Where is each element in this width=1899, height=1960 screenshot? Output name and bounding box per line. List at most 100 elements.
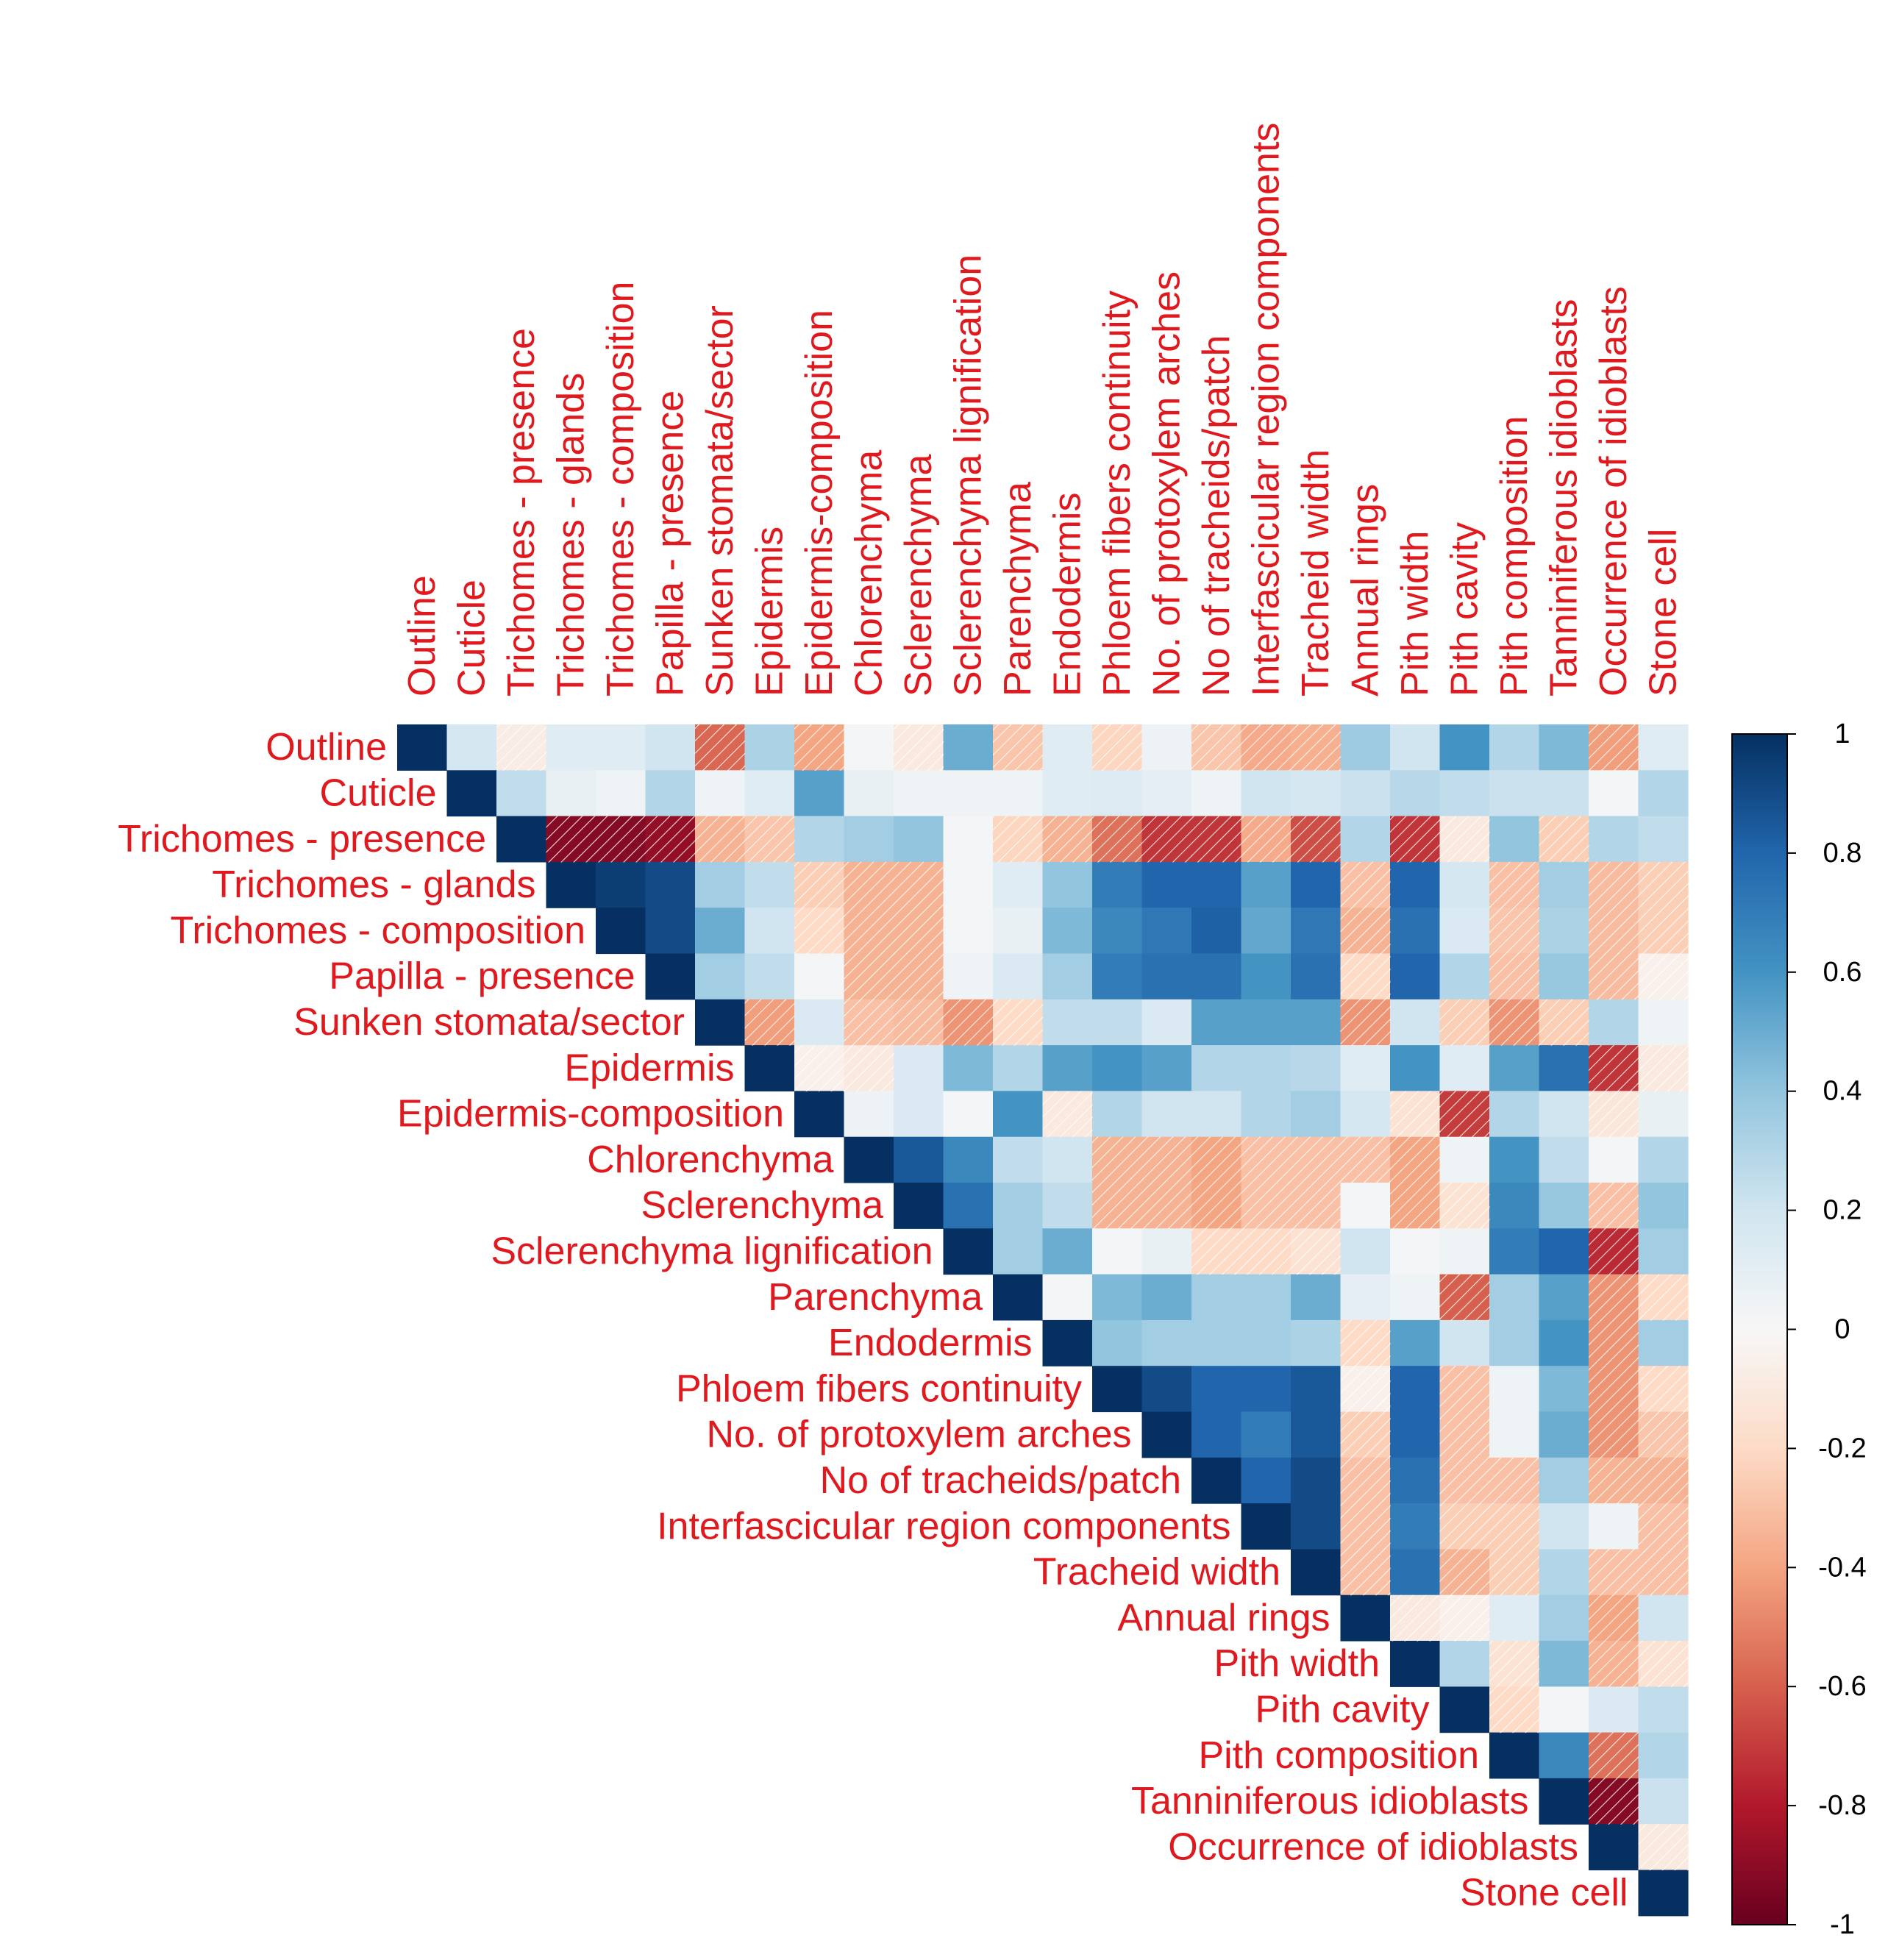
negative-hatch bbox=[1489, 999, 1540, 1046]
negative-hatch bbox=[1489, 861, 1540, 908]
heatmap-cell bbox=[1191, 1091, 1242, 1138]
negative-hatch bbox=[1042, 1091, 1093, 1138]
negative-hatch bbox=[1390, 816, 1441, 863]
heatmap-cell bbox=[1141, 1411, 1192, 1458]
negative-hatch bbox=[1589, 1732, 1639, 1779]
column-label: Pith cavity bbox=[1443, 522, 1486, 696]
row-label: Parenchyma bbox=[768, 1276, 983, 1319]
heatmap-cell bbox=[1489, 1045, 1540, 1091]
heatmap-cell bbox=[1439, 1136, 1490, 1183]
heatmap-cell bbox=[1340, 1091, 1391, 1138]
heatmap-cell bbox=[894, 1045, 944, 1091]
heatmap-cell bbox=[894, 1183, 944, 1229]
column-label: Epidermis bbox=[748, 527, 791, 696]
heatmap-cell bbox=[943, 1228, 994, 1275]
negative-hatch bbox=[1589, 1594, 1639, 1642]
row-label: Pith cavity bbox=[1255, 1688, 1430, 1731]
negative-hatch bbox=[1439, 1411, 1490, 1458]
heatmap-cell bbox=[1042, 953, 1093, 1000]
negative-hatch bbox=[1291, 724, 1342, 771]
heatmap-cell bbox=[1092, 953, 1143, 1000]
negative-hatch bbox=[1291, 1183, 1342, 1229]
heatmap-cell bbox=[1390, 861, 1441, 908]
negative-hatch bbox=[1638, 1045, 1689, 1091]
negative-hatch bbox=[993, 816, 1044, 863]
heatmap-cell bbox=[1191, 1274, 1242, 1321]
negative-hatch bbox=[1141, 1136, 1192, 1183]
colorbar-tick-label: -0.6 bbox=[1818, 1671, 1866, 1702]
heatmap-cell bbox=[1489, 1136, 1540, 1183]
heatmap-cell bbox=[1092, 1366, 1143, 1413]
negative-hatch bbox=[1390, 1594, 1441, 1642]
heatmap-cell bbox=[794, 953, 845, 1000]
column-label: Occurrence of idioblasts bbox=[1592, 286, 1635, 696]
colorbar-tick-label: -0.8 bbox=[1818, 1790, 1866, 1821]
negative-hatch bbox=[1589, 953, 1639, 1000]
heatmap-cell bbox=[1589, 1136, 1639, 1183]
heatmap-cell bbox=[1439, 953, 1490, 1000]
heatmap-cell bbox=[1489, 1228, 1540, 1275]
heatmap-cell bbox=[596, 724, 646, 771]
negative-hatch bbox=[1589, 1045, 1639, 1091]
heatmap-cell bbox=[1539, 908, 1589, 955]
negative-hatch bbox=[844, 1045, 894, 1091]
colorbar-tick-label: 0.6 bbox=[1823, 957, 1862, 988]
negative-hatch bbox=[1489, 953, 1540, 1000]
heatmap-cell bbox=[1042, 1183, 1093, 1229]
heatmap-cell bbox=[1638, 1594, 1689, 1642]
row-label: Tracheid width bbox=[1033, 1551, 1280, 1594]
column-label: Interfascicular region components bbox=[1244, 123, 1287, 696]
negative-hatch-layer bbox=[496, 724, 1689, 1871]
negative-hatch bbox=[844, 908, 894, 955]
heatmap-cell bbox=[1539, 1641, 1589, 1687]
row-label: Epidermis-composition bbox=[397, 1093, 784, 1136]
negative-hatch bbox=[1638, 1503, 1689, 1550]
heatmap-cell bbox=[993, 770, 1044, 817]
heatmap-cell bbox=[1042, 999, 1093, 1046]
heatmap-cell bbox=[1241, 1045, 1291, 1091]
heatmap-cell bbox=[1291, 1457, 1342, 1504]
column-label: Stone cell bbox=[1642, 529, 1684, 696]
heatmap-cell bbox=[645, 724, 696, 771]
negative-hatch bbox=[894, 908, 944, 955]
heatmap-cell bbox=[1241, 1411, 1291, 1458]
heatmap-cell bbox=[1638, 1091, 1689, 1138]
heatmap-cell bbox=[1390, 724, 1441, 771]
heatmap-cell bbox=[1042, 1045, 1093, 1091]
row-label: Trichomes - composition bbox=[171, 909, 585, 952]
heatmap-cell bbox=[446, 724, 497, 771]
heatmap-cell bbox=[1638, 1732, 1689, 1779]
heatmap-cell bbox=[894, 770, 944, 817]
heatmap-cell bbox=[1042, 724, 1093, 771]
heatmap-cell bbox=[1042, 1228, 1093, 1275]
negative-hatch bbox=[1340, 908, 1391, 955]
heatmap-cell bbox=[1539, 1228, 1589, 1275]
negative-hatch bbox=[1439, 1503, 1490, 1550]
heatmap-cell bbox=[1241, 1503, 1291, 1550]
negative-hatch bbox=[1241, 1136, 1291, 1183]
negative-hatch bbox=[993, 724, 1044, 771]
row-label: Epidermis bbox=[564, 1047, 734, 1089]
negative-hatch bbox=[1191, 1183, 1242, 1229]
heatmap-cell bbox=[546, 861, 596, 908]
column-label: Cuticle bbox=[450, 580, 493, 696]
negative-hatch bbox=[1191, 724, 1242, 771]
heatmap-cell bbox=[1191, 1411, 1242, 1458]
colorbar-tick-label: 0 bbox=[1834, 1314, 1850, 1345]
column-label: Phloem fibers continuity bbox=[1096, 291, 1139, 696]
heatmap-cell bbox=[1340, 724, 1391, 771]
heatmap-cell bbox=[844, 816, 894, 863]
negative-hatch bbox=[1191, 1228, 1242, 1275]
column-label: Epidermis-composition bbox=[798, 310, 841, 696]
negative-hatch bbox=[1191, 1136, 1242, 1183]
negative-hatch bbox=[695, 816, 746, 863]
heatmap-cell bbox=[993, 953, 1044, 1000]
heatmap-cell bbox=[1539, 724, 1589, 771]
column-label: Sunken stomata/sector bbox=[699, 305, 741, 696]
column-label: Papilla - presence bbox=[649, 391, 691, 696]
heatmap-cell bbox=[1042, 1319, 1093, 1366]
colorbar-tick-label: 1 bbox=[1834, 719, 1850, 749]
heatmap-cell bbox=[993, 861, 1044, 908]
heatmap-cell bbox=[1638, 1183, 1689, 1229]
negative-hatch bbox=[1589, 1457, 1639, 1504]
